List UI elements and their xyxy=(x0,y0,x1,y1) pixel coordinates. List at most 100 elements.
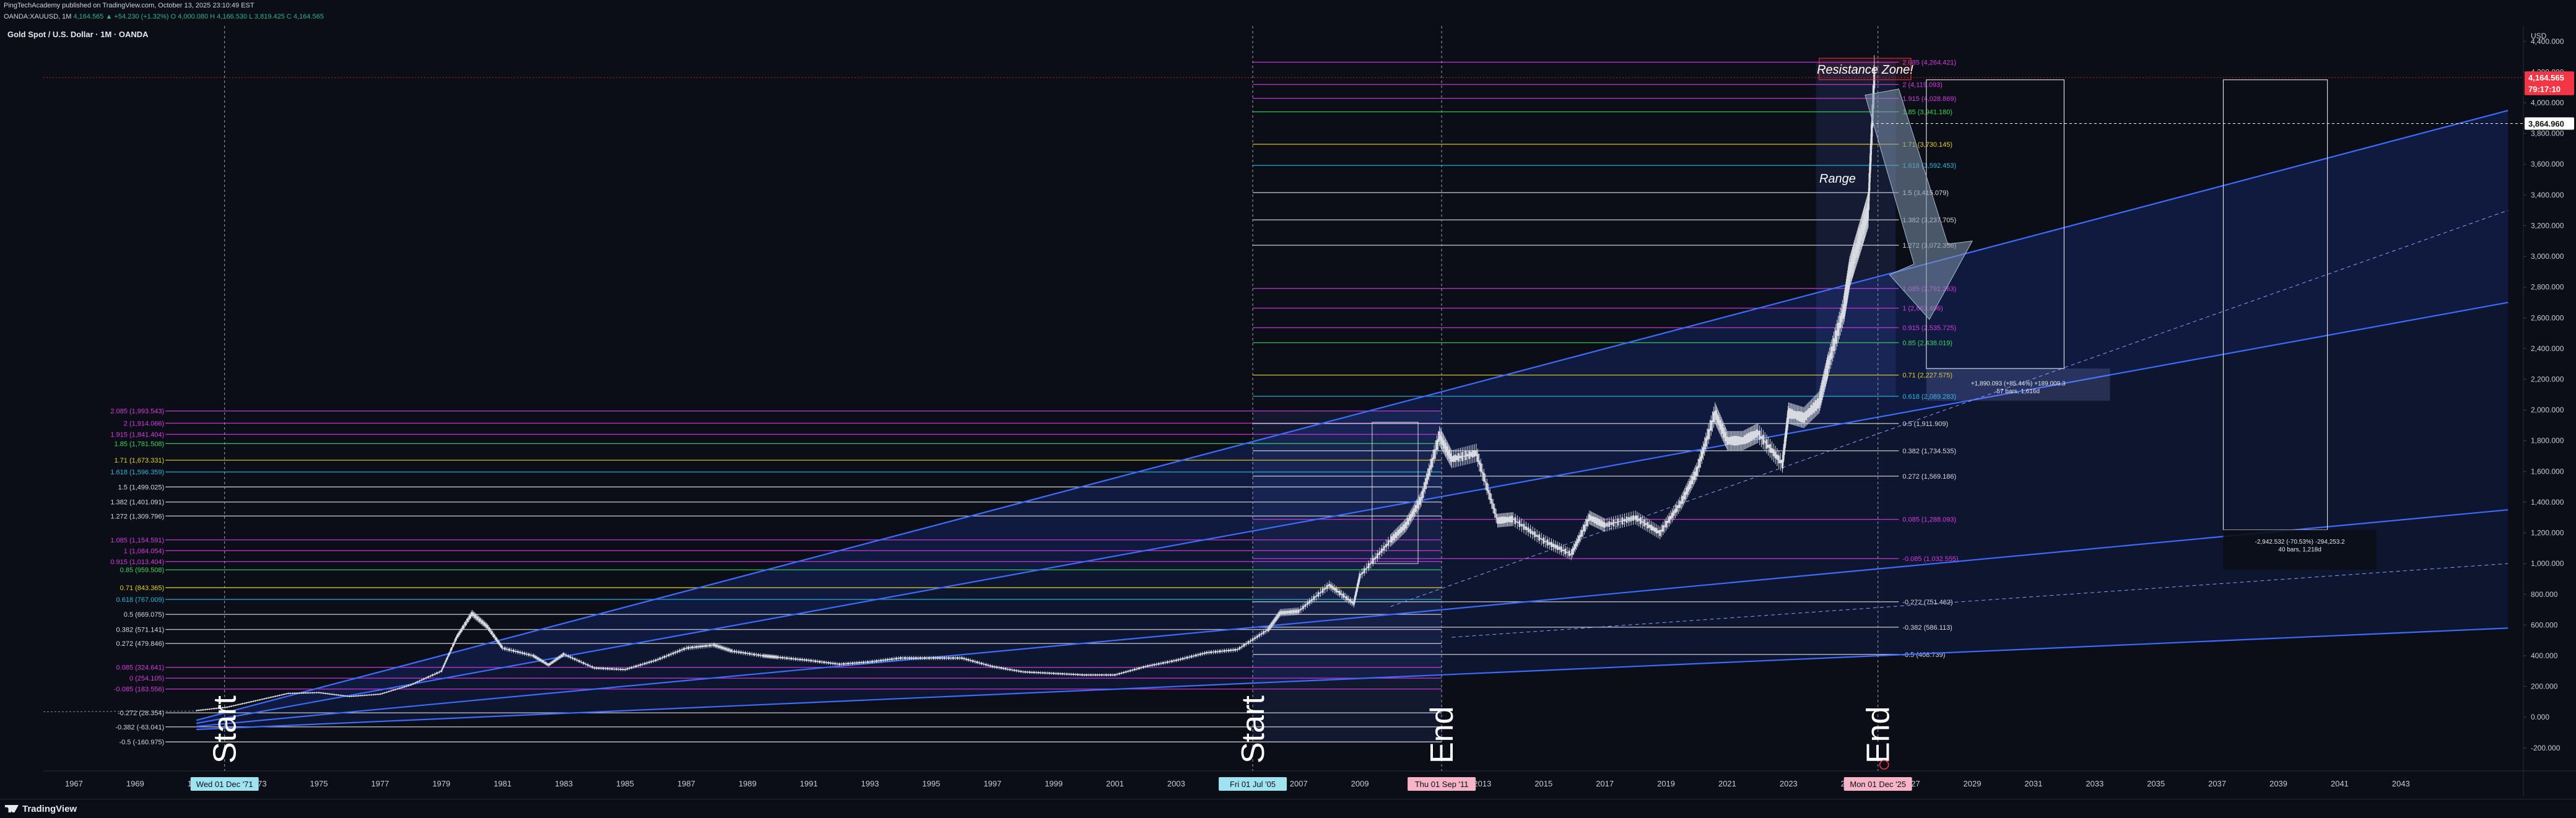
brand-label: TradingView xyxy=(22,804,77,814)
fib-label: 0.71 (843.365) xyxy=(120,585,165,592)
fib-label: 1.382 (1,401.091) xyxy=(110,499,164,507)
time-tick-label: 1993 xyxy=(861,779,879,788)
fib-label: -0.085 (183.556) xyxy=(114,686,164,694)
tradingview-logo[interactable]: TradingView xyxy=(5,804,77,814)
date-badge-1 xyxy=(190,777,259,791)
fib-label: -0.085 (1,032.555) xyxy=(1902,555,1959,563)
time-tick-label: 1981 xyxy=(494,779,511,788)
fib-label: 2 (1,914.066) xyxy=(124,420,164,427)
channel-line-3 xyxy=(196,509,2509,728)
time-tick-label: 2035 xyxy=(2147,779,2165,788)
fib-label: 1.272 (1,309.796) xyxy=(110,513,164,520)
fib-label: 0.71 (2,227.575) xyxy=(1902,372,1952,380)
fib-label: 1.85 (1,781.508) xyxy=(114,440,164,448)
date-badge-2 xyxy=(1219,777,1287,791)
price-line xyxy=(196,77,1875,711)
fib-label: 0.085 (1,288.093) xyxy=(1902,516,1956,524)
quote-change: 4,164.565 ▲ +54.230 (+1.32%) xyxy=(73,13,169,20)
fib-label: 0.915 (2,535.725) xyxy=(1902,324,1956,332)
channel-line-1 xyxy=(196,110,2509,721)
fib-label: 0.85 (959.508) xyxy=(120,567,165,574)
alarm-clock-icon xyxy=(1879,760,1889,770)
price-badge-label-timer: 79:17:10 xyxy=(2528,85,2561,94)
fib-label: 1 (1,084.054) xyxy=(124,547,164,555)
price-tick-label: 2,400.000 xyxy=(2531,344,2564,353)
measure-label-2: -2,942.532 (-70.53%) -294,253.2 xyxy=(2255,539,2346,546)
fib-label: 1.085 (1,154.591) xyxy=(110,537,164,544)
fib-label: 0.85 (2,438.019) xyxy=(1902,339,1952,347)
tradingview-logo-icon xyxy=(5,805,19,812)
measure-label-2b: 40 bars, 1,218d xyxy=(2278,546,2321,553)
time-tick-label: 1967 xyxy=(65,779,83,788)
price-tick-label: 4,400.000 xyxy=(2531,37,2564,46)
publisher-line: PingTechAcademy published on TradingView… xyxy=(4,2,255,9)
time-tick-label: 1969 xyxy=(126,779,144,788)
fib-label: 1.618 (1,596.359) xyxy=(110,469,164,476)
resistance-box xyxy=(1819,58,1912,80)
fib-label: 0 (254.105) xyxy=(129,675,164,682)
measure-band-2 xyxy=(2223,529,2377,570)
fib-levels-left: 2.085 (1,993.543) 2 (1,914.066) 1.915 (1,8… xyxy=(110,408,1442,746)
time-tick-label: 2039 xyxy=(2269,779,2287,788)
ohlc-values: O 4,000.080 H 4,166.530 L 3,819.425 C 4,… xyxy=(170,13,324,20)
fib-label: 1.915 (4,028.869) xyxy=(1902,95,1956,103)
price-tick-label: 2,200.000 xyxy=(2531,375,2564,383)
price-badge-timer xyxy=(2525,82,2574,95)
fib-label: 0.272 (1,569.186) xyxy=(1902,473,1956,481)
plot-area xyxy=(43,26,2523,771)
time-tick-label: 1995 xyxy=(922,779,940,788)
fib-label: 2.085 (1,993.543) xyxy=(110,408,164,416)
fib-label: 1.85 (3,941.180) xyxy=(1902,109,1952,116)
price-tick-label: 3,800.000 xyxy=(2531,129,2564,138)
footer-bar: TradingView xyxy=(0,799,2576,818)
price-tick-label: 3,000.000 xyxy=(2531,252,2564,261)
price-tick-label: 3,600.000 xyxy=(2531,160,2564,168)
fib-label: -0.382 (-63.041) xyxy=(115,724,164,731)
fib-label: 2 (4,119.093) xyxy=(1902,81,1943,89)
start-label-1: Start xyxy=(207,695,243,764)
fib-label: 0.618 (767.009) xyxy=(116,596,165,604)
time-tick-label: 2021 xyxy=(1718,779,1736,788)
time-tick-label: 2019 xyxy=(1657,779,1675,788)
time-tick-label: 1997 xyxy=(983,779,1001,788)
time-tick-label: 2033 xyxy=(2086,779,2104,788)
time-tick-label: 2007 xyxy=(1290,779,1308,788)
time-tick-label: 2023 xyxy=(1780,779,1798,788)
date-badge-label-2: Fri 01 Jul '05 xyxy=(1230,780,1276,789)
date-badge-label-4: Mon 01 Dec '25 xyxy=(1850,780,1906,789)
price-badge-crosshair xyxy=(2525,117,2574,130)
price-tick-label: 3,200.000 xyxy=(2531,221,2564,230)
price-tick-label: 2,000.000 xyxy=(2531,406,2564,414)
time-tick-label: 2017 xyxy=(1596,779,1614,788)
fib-label: 1.915 (1,841.404) xyxy=(110,431,164,438)
fib-label: -0.272 (751.462) xyxy=(1902,599,1952,606)
time-tick-label: 2043 xyxy=(2392,779,2410,788)
measure-band-1 xyxy=(1926,368,2110,401)
date-badge-4 xyxy=(1843,777,1912,791)
time-tick-label: 1999 xyxy=(1045,779,1063,788)
date-badge-label-3: Thu 01 Sep '11 xyxy=(1415,780,1469,789)
measure-label-1: +1,890.093 (+85.44%) +189,009.3 xyxy=(1971,380,2066,387)
price-tick-label: 2,800.000 xyxy=(2531,283,2564,292)
price-tick-label: 1,800.000 xyxy=(2531,437,2564,445)
time-tick-label: 1977 xyxy=(371,779,389,788)
time-tick-label: 2029 xyxy=(1964,779,1982,788)
price-tick-label: 200.000 xyxy=(2531,682,2558,691)
fib-box-left xyxy=(1253,411,1442,742)
chart-title: Gold Spot / U.S. Dollar · 1M · OANDA xyxy=(7,30,149,39)
time-tick-label: 2009 xyxy=(1351,779,1369,788)
measure-label-1b: 57 bars, 1,616d xyxy=(1996,388,2040,395)
fib-label: 0.5 (1,911.909) xyxy=(1902,420,1948,428)
fib-label: 1.5 (1,499.025) xyxy=(118,484,165,491)
price-tick-label: 3,400.000 xyxy=(2531,191,2564,199)
quote-line: OANDA:XAUUSD, 1M 4,164.565 ▲ +54.230 (+1… xyxy=(4,13,324,20)
fib-label: -0.5 (-160.975) xyxy=(119,739,164,746)
time-tick-label: 2041 xyxy=(2331,779,2349,788)
channel-line-4 xyxy=(196,627,2509,731)
price-tick-label: 1,200.000 xyxy=(2531,529,2564,537)
time-tick-label: 2013 xyxy=(1473,779,1491,788)
fib-label: -0.272 (28.354) xyxy=(118,710,164,717)
fib-label: 0.382 (571.141) xyxy=(116,627,165,634)
range-box-2011 xyxy=(1372,422,1419,564)
